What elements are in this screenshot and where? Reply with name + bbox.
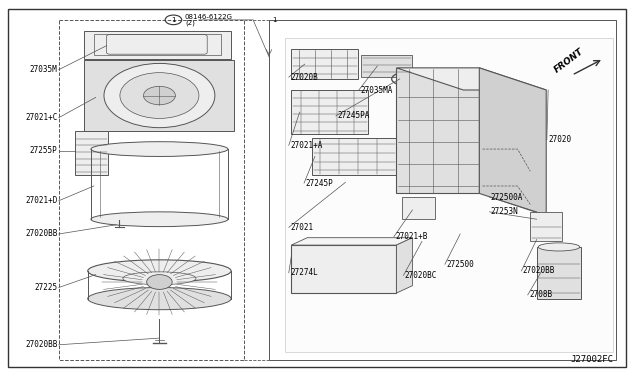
Polygon shape bbox=[291, 49, 358, 79]
Text: 27020B: 27020B bbox=[290, 73, 318, 81]
Polygon shape bbox=[291, 238, 412, 245]
Ellipse shape bbox=[538, 243, 580, 251]
Text: 1: 1 bbox=[272, 17, 276, 23]
Text: J27002FC: J27002FC bbox=[570, 355, 613, 364]
Polygon shape bbox=[84, 31, 231, 59]
Polygon shape bbox=[312, 138, 396, 175]
Text: 08146-6122G: 08146-6122G bbox=[185, 14, 233, 20]
Text: 27021+D: 27021+D bbox=[25, 196, 58, 205]
Polygon shape bbox=[401, 197, 435, 219]
Text: 272500A: 272500A bbox=[491, 193, 523, 202]
Text: (2): (2) bbox=[185, 20, 195, 26]
Ellipse shape bbox=[88, 288, 231, 310]
Text: FRONT: FRONT bbox=[552, 46, 585, 74]
Text: 27021+A: 27021+A bbox=[290, 141, 323, 150]
Text: 27035MA: 27035MA bbox=[360, 86, 392, 94]
Circle shape bbox=[147, 275, 172, 289]
Circle shape bbox=[143, 86, 175, 105]
Text: 27253N: 27253N bbox=[491, 207, 518, 217]
Ellipse shape bbox=[91, 212, 228, 227]
Text: 27020: 27020 bbox=[548, 135, 572, 144]
Text: 27021+B: 27021+B bbox=[395, 232, 428, 241]
Text: 27245PA: 27245PA bbox=[337, 111, 369, 121]
Ellipse shape bbox=[88, 260, 231, 282]
Polygon shape bbox=[285, 38, 613, 352]
Text: 27020BB: 27020BB bbox=[25, 230, 58, 238]
Ellipse shape bbox=[91, 142, 228, 157]
Text: 27245P: 27245P bbox=[305, 179, 333, 187]
Text: 1: 1 bbox=[171, 17, 176, 23]
Polygon shape bbox=[84, 61, 234, 131]
Text: 27020BB: 27020BB bbox=[523, 266, 555, 275]
Text: 2708B: 2708B bbox=[529, 291, 552, 299]
Text: 27021+C: 27021+C bbox=[25, 113, 58, 122]
Ellipse shape bbox=[123, 272, 196, 285]
Text: 272500: 272500 bbox=[446, 260, 474, 269]
Polygon shape bbox=[396, 68, 546, 90]
Text: 27021: 27021 bbox=[290, 223, 313, 232]
Polygon shape bbox=[479, 68, 546, 215]
Circle shape bbox=[120, 73, 199, 118]
Polygon shape bbox=[396, 238, 412, 293]
Text: 27020BB: 27020BB bbox=[25, 340, 58, 349]
Text: 27255P: 27255P bbox=[29, 147, 58, 155]
Polygon shape bbox=[362, 55, 412, 77]
Polygon shape bbox=[396, 68, 479, 193]
Polygon shape bbox=[537, 247, 581, 299]
Circle shape bbox=[104, 63, 215, 128]
Text: 27035M: 27035M bbox=[29, 65, 58, 74]
Polygon shape bbox=[531, 212, 562, 241]
Text: 27225: 27225 bbox=[35, 283, 58, 292]
Polygon shape bbox=[75, 131, 108, 175]
Text: 27020BC: 27020BC bbox=[404, 271, 437, 280]
Polygon shape bbox=[291, 90, 368, 134]
Text: 27274L: 27274L bbox=[290, 268, 318, 277]
Polygon shape bbox=[291, 245, 396, 293]
